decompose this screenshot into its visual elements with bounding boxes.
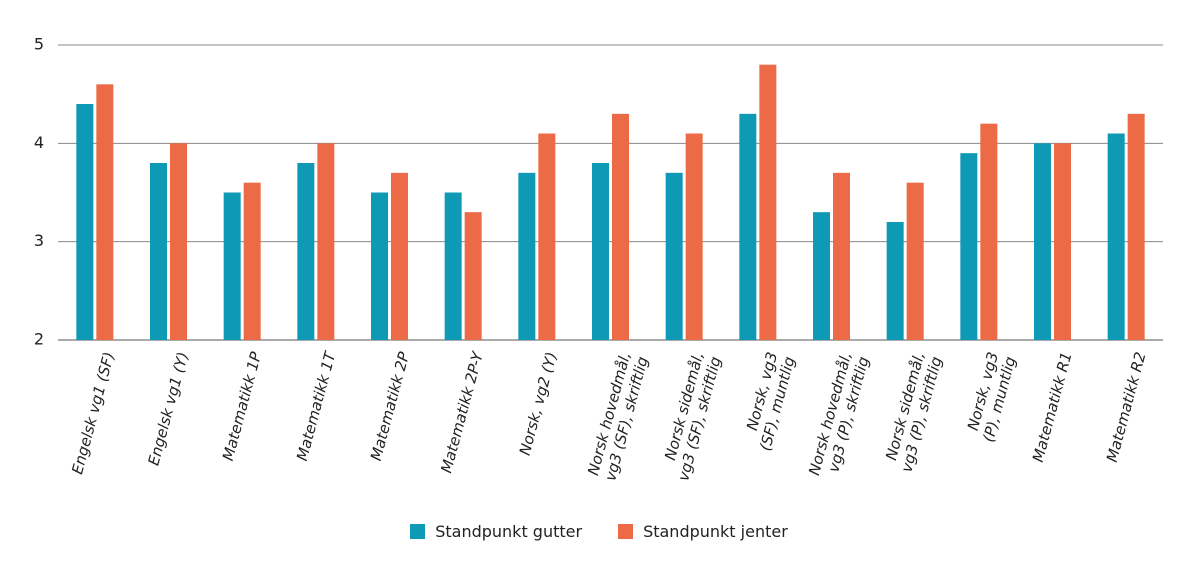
bar [685, 133, 703, 340]
legend-swatch [618, 524, 634, 539]
bar [223, 192, 241, 340]
y-tick-label: 2 [34, 330, 44, 349]
bar [243, 182, 261, 340]
bar [665, 172, 683, 340]
bar [960, 153, 978, 340]
bar [170, 143, 187, 340]
legend-item: Standpunkt jenter [618, 522, 788, 541]
bar [297, 163, 315, 340]
legend: Standpunkt gutter Standpunkt jenter [0, 522, 1198, 541]
bar [1054, 143, 1071, 340]
bar [538, 133, 556, 340]
legend-label: Standpunkt gutter [435, 522, 583, 541]
bar [759, 64, 777, 341]
bar [612, 113, 629, 340]
bar [592, 163, 609, 340]
bar [833, 172, 850, 340]
bar [464, 212, 482, 340]
bar [444, 192, 462, 340]
bar [371, 192, 388, 340]
bar [96, 84, 114, 340]
bar [1107, 133, 1125, 340]
y-tick-label: 5 [34, 35, 44, 54]
bar [906, 182, 924, 340]
legend-item: Standpunkt gutter [410, 522, 582, 541]
legend-swatch [410, 524, 426, 539]
bar [76, 104, 94, 340]
bar [518, 172, 536, 340]
bar [150, 163, 167, 340]
bar [813, 212, 830, 340]
bar [391, 172, 408, 340]
bar [317, 143, 335, 340]
y-tick-label: 4 [34, 133, 44, 152]
bar [1034, 143, 1051, 340]
bar [1127, 113, 1145, 340]
y-tick-label: 3 [34, 231, 44, 250]
bar [739, 113, 757, 340]
bar [980, 123, 998, 341]
legend-label: Standpunkt jenter [643, 522, 788, 541]
bar [886, 222, 904, 340]
